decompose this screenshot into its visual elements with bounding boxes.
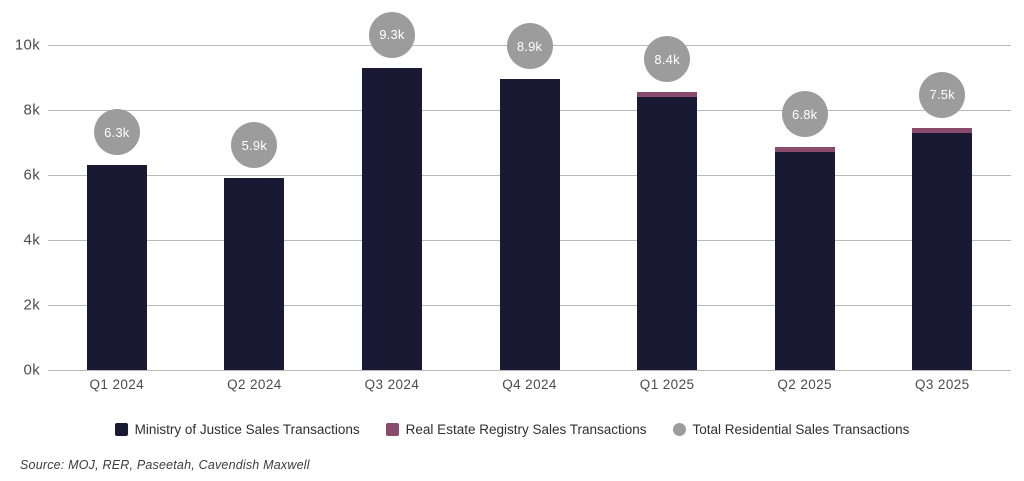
total-bubble: 7.5k [919,71,966,118]
y-axis-tick: 2k [23,296,40,314]
total-bubble: 6.8k [781,91,828,138]
x-axis-tick: Q3 2024 [364,377,420,392]
moj-bar-segment [224,178,285,370]
rer-legend-swatch-icon [385,423,399,436]
moj-legend-swatch-icon [114,423,128,436]
bar-stack [224,45,285,370]
x-axis-tick: Q1 2024 [89,377,145,392]
moj-bar-segment [361,67,422,370]
moj-bar-segment [499,79,560,370]
x-axis-tick: Q1 2025 [639,377,695,392]
bar-stack [86,45,147,370]
total-bubble-label: 8.9k [516,38,543,54]
plot-area: 10k 8k 6k 4k 2k 0k 6.3k 5.9k 9.3k [15,11,1011,379]
moj-bar-segment [774,152,835,370]
moj-bar-segment [86,165,147,370]
bar-stack [774,45,835,370]
total-bubble-label: 9.3k [379,27,405,43]
total-bubble: 6.3k [93,109,140,156]
y-axis-tick: 0k [23,361,40,379]
x-axis-tick: Q4 2024 [502,377,557,392]
bar-group-q3-2024: 9.3k [323,11,461,370]
x-axis-tick: Q3 2025 [914,377,970,392]
rer-bar-segment [774,147,835,153]
total-bubble: 9.3k [368,11,415,58]
total-bubble: 8.9k [506,23,553,70]
rer-bar-segment [637,92,698,97]
y-axis-tick: 4k [23,231,40,249]
total-bubble: 5.9k [231,122,278,169]
total-bubble-label: 6.8k [791,106,818,122]
bar-group-q1-2025: 8.4k [598,36,736,370]
bar-group-q1-2024: 6.3k [48,45,186,370]
total-bubble-label: 5.9k [241,137,268,153]
source-note: Source: MOJ, RER, Paseetah, Cavendish Ma… [20,458,310,472]
legend-item-total: Total Residential Sales Transactions [672,422,910,437]
bar-stack [361,45,422,370]
total-bubble-label: 6.3k [104,124,130,140]
bar-stack [637,45,698,370]
moj-bar-segment [637,97,698,370]
total-bubble: 8.4k [644,36,691,83]
chart-legend: Ministry of Justice Sales Transactions R… [0,422,1024,437]
x-axis: Q1 2024 Q2 2024 Q3 2024 Q4 2024 Q1 2025 … [48,377,1011,392]
rer-bar-segment [912,127,973,133]
x-axis-tick: Q2 2025 [777,377,832,392]
legend-item-moj: Ministry of Justice Sales Transactions [114,422,360,437]
y-axis-tick: 8k [23,101,40,119]
x-axis-tick: Q2 2024 [227,377,282,392]
bar-series: 6.3k 5.9k 9.3k [48,11,1011,370]
bar-group-q3-2025: 7.5k [873,45,1011,370]
moj-bar-segment [912,132,973,370]
bar-stack [499,45,560,370]
legend-item-rer: Real Estate Registry Sales Transactions [385,422,647,437]
total-legend-swatch-icon [672,423,686,436]
legend-label: Ministry of Justice Sales Transactions [134,422,360,437]
y-axis-tick: 6k [23,166,40,184]
bar-group-q2-2024: 5.9k [186,45,324,370]
bar-group-q4-2024: 8.9k [461,23,599,370]
bar-stack [912,45,973,370]
total-bubble-label: 7.5k [929,87,955,103]
legend-label: Real Estate Registry Sales Transactions [405,422,647,437]
total-bubble-label: 8.4k [654,51,680,67]
y-axis-tick: 10k [14,36,40,54]
gridline-0k [48,370,1011,371]
legend-label: Total Residential Sales Transactions [692,422,910,437]
bar-group-q2-2025: 6.8k [736,45,874,370]
